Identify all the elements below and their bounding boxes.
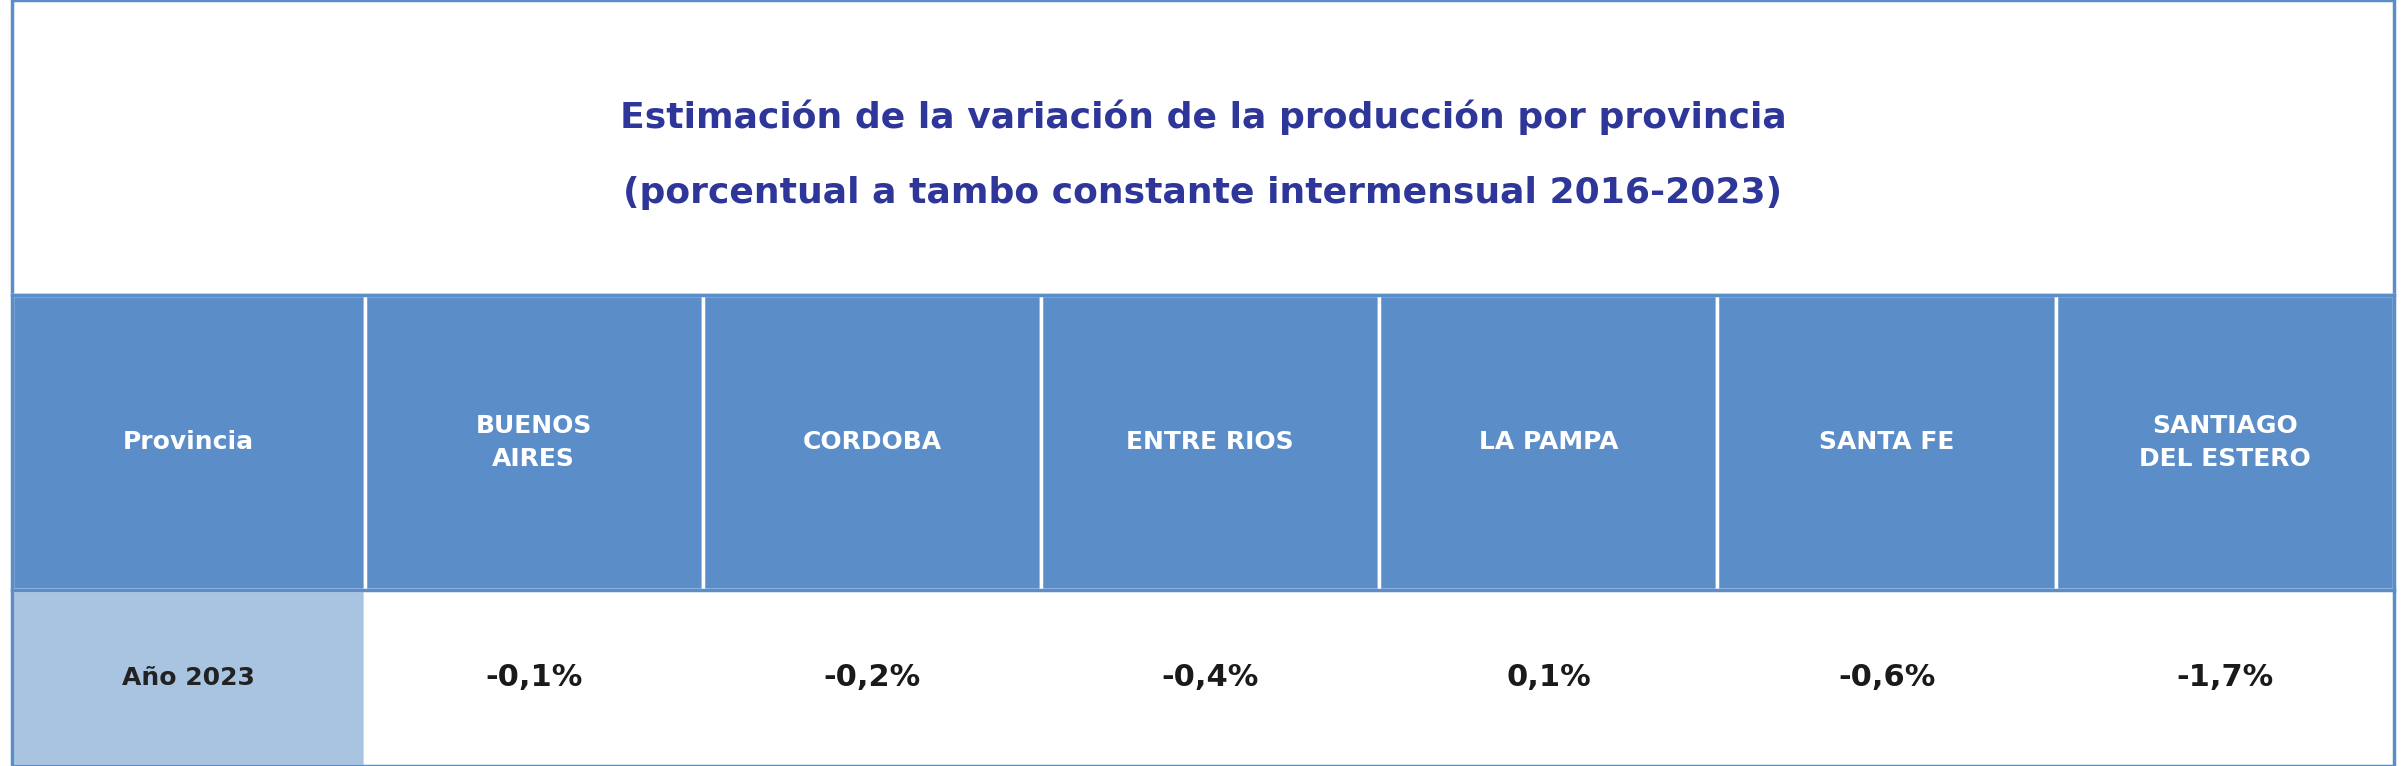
Text: Año 2023: Año 2023 bbox=[123, 666, 255, 690]
Text: -0,1%: -0,1% bbox=[486, 663, 582, 692]
Text: SANTIAGO
DEL ESTERO: SANTIAGO DEL ESTERO bbox=[2139, 414, 2310, 471]
Text: -1,7%: -1,7% bbox=[2177, 663, 2274, 692]
Text: -0,2%: -0,2% bbox=[823, 663, 921, 692]
Text: -0,4%: -0,4% bbox=[1162, 663, 1258, 692]
Bar bbox=[12, 590, 366, 766]
Bar bbox=[703, 295, 1042, 590]
Bar bbox=[1042, 590, 1379, 766]
Bar bbox=[1718, 590, 2055, 766]
Text: BUENOS
AIRES: BUENOS AIRES bbox=[476, 414, 592, 471]
Bar bbox=[12, 295, 366, 590]
Text: 0,1%: 0,1% bbox=[1506, 663, 1590, 692]
Bar bbox=[2055, 590, 2394, 766]
Text: -0,6%: -0,6% bbox=[1838, 663, 1934, 692]
Text: Estimación de la variación de la producción por provincia: Estimación de la variación de la producc… bbox=[621, 99, 1785, 135]
Bar bbox=[366, 590, 703, 766]
Text: Provincia: Provincia bbox=[123, 430, 255, 454]
Text: ENTRE RIOS: ENTRE RIOS bbox=[1126, 430, 1294, 454]
Text: SANTA FE: SANTA FE bbox=[1819, 430, 1954, 454]
Bar bbox=[1379, 590, 1718, 766]
Text: CORDOBA: CORDOBA bbox=[801, 430, 941, 454]
Text: LA PAMPA: LA PAMPA bbox=[1480, 430, 1619, 454]
Bar bbox=[12, 295, 2394, 766]
Bar bbox=[1379, 295, 1718, 590]
Bar bbox=[366, 295, 703, 590]
Text: (porcentual a tambo constante intermensual 2016-2023): (porcentual a tambo constante intermensu… bbox=[623, 176, 1783, 211]
Bar bbox=[2055, 295, 2394, 590]
Bar bbox=[12, 0, 2394, 295]
Bar bbox=[703, 590, 1042, 766]
Bar bbox=[1718, 295, 2055, 590]
Bar bbox=[1042, 295, 1379, 590]
